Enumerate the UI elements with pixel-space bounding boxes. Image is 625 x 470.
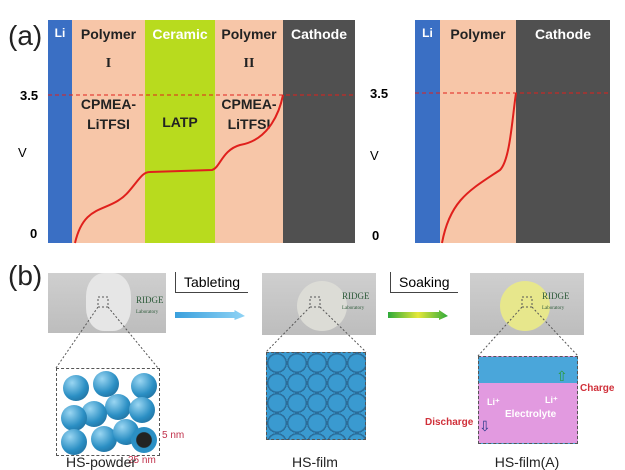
hs-powder-photo: RIDGE Laboratory bbox=[48, 273, 166, 333]
diameter-label: 25 nm bbox=[128, 455, 156, 466]
y-axis-label-left: V bbox=[18, 145, 27, 160]
ceramic-layer: Ceramic LATP bbox=[145, 20, 215, 243]
tick-3-5-left: 3.5 bbox=[20, 88, 39, 103]
tick-3-5-right: 3.5 bbox=[370, 86, 389, 101]
panel-b-label: (b) bbox=[8, 260, 43, 291]
voltage-curve-right bbox=[441, 92, 517, 244]
left-cell-diagram: Li Polymer I CPMEA- LiTFSI Ceramic LATP Pol… bbox=[48, 20, 355, 243]
polymer-i-layer: Polymer I CPMEA- LiTFSI bbox=[72, 20, 145, 243]
li-ion-label: Li⁺ bbox=[487, 397, 500, 407]
arrow-icon bbox=[175, 310, 245, 320]
soaking-label: Soaking bbox=[390, 272, 458, 293]
logo: RIDGE Laboratory bbox=[342, 291, 370, 311]
film-disc bbox=[297, 281, 347, 331]
charge-label: Charge bbox=[580, 383, 615, 394]
caption-hs-film-a: HS-film(A) bbox=[494, 454, 560, 470]
electrolyte-label: Electrolyte bbox=[505, 409, 557, 420]
powder-pile bbox=[86, 273, 131, 331]
discharge-arrow-icon: ⇩ bbox=[479, 418, 491, 434]
arrow-icon bbox=[388, 310, 448, 320]
caption-hs-film: HS-film bbox=[292, 454, 338, 470]
logo: RIDGE Laboratory bbox=[136, 295, 164, 315]
discharge-label: Discharge bbox=[425, 417, 474, 428]
hs-film-a-zoom: Li⁺ Li⁺ Electrolyte bbox=[478, 356, 578, 444]
caption-hs-powder: HS-powder bbox=[65, 454, 137, 470]
cathode-layer: Cathode bbox=[283, 20, 355, 243]
li-ion-label: Li⁺ bbox=[545, 395, 558, 405]
hs-film-photo: RIDGE Laboratory bbox=[262, 273, 376, 335]
shell-thickness-label: 5 nm bbox=[162, 430, 185, 441]
y-axis-label-right: V bbox=[370, 148, 379, 163]
panel-a-label: (a) bbox=[8, 20, 43, 51]
hs-film-zoom bbox=[266, 352, 366, 440]
tick-0-left: 0 bbox=[30, 226, 38, 241]
voltage-curves bbox=[48, 92, 610, 244]
hs-powder-zoom bbox=[56, 368, 160, 456]
tableting-label: Tableting bbox=[175, 272, 249, 293]
voltage-curve-left bbox=[74, 94, 284, 244]
logo: RIDGE Laboratory bbox=[542, 291, 570, 311]
polymer-ii-layer: Polymer II CPMEA- LiTFSI bbox=[215, 20, 283, 243]
tick-0-right: 0 bbox=[372, 228, 380, 243]
li-layer: Li bbox=[48, 20, 72, 243]
charge-arrow-icon: ⇧ bbox=[556, 368, 568, 384]
